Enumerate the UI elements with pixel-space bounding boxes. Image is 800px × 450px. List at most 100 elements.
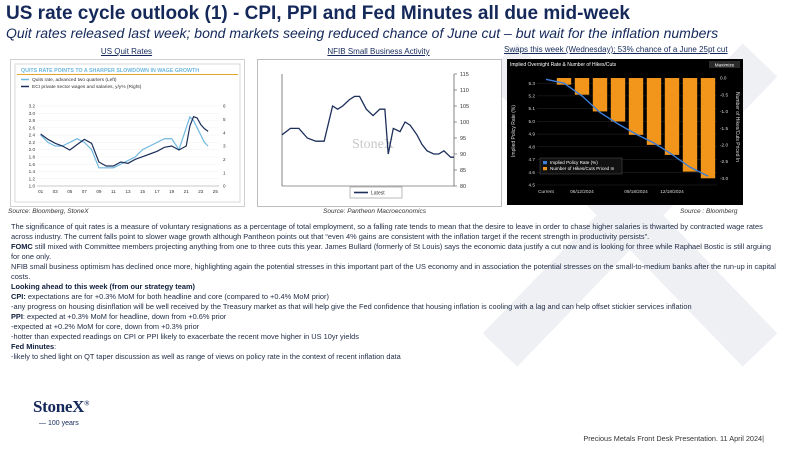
commentary: The significance of quit rates is a meas…: [11, 222, 781, 362]
chart1-x-tick-11: 23: [198, 189, 204, 194]
quit-rates-paragraph: The significance of quit rates is a meas…: [11, 222, 763, 241]
fomc-text: still mixed with Committee members proje…: [11, 242, 771, 261]
logo-name: StoneX: [33, 397, 85, 416]
chart3-left-tick-4: 4.9: [528, 132, 535, 137]
chart1-left-tick-1: 1.2: [29, 176, 36, 181]
cpi-label: CPI:: [11, 292, 26, 301]
chart1-right-tick-2: 2: [223, 157, 226, 162]
chart1-left-tick-9: 2.8: [29, 118, 36, 123]
logo-registered-mark: ®: [84, 399, 90, 408]
chart3-legend-swatch-0: [543, 161, 547, 165]
chart3-right-tick-3: -1.5: [720, 126, 728, 131]
chart3-bar-1: [556, 78, 572, 85]
chart2-y-tick-1: 85: [460, 168, 466, 174]
chart1-left-tick-2: 1.4: [29, 169, 36, 174]
chart2-y-tick-5: 105: [460, 104, 469, 110]
chart3-left-tick-6: 5.1: [528, 106, 535, 111]
chart2-watermark: StoneX: [352, 137, 394, 152]
chart3-legend-label-0: Implied Policy Rate (%): [550, 160, 598, 165]
fed-sub-line: -likely to shed light on QT taper discus…: [11, 352, 401, 361]
chart1-x-tick-6: 13: [125, 189, 131, 194]
fed-minutes-line: Fed Minutes:: [11, 342, 781, 352]
chart3-left-tick-1: 4.6: [528, 170, 535, 175]
chart2-legend: Latest: [349, 186, 403, 199]
chart1-x-tick-9: 19: [169, 189, 175, 194]
chart3-legend-box: [539, 157, 623, 175]
chart3-left-tick-2: 4.7: [528, 157, 535, 162]
chart3-bar-2: [574, 78, 590, 95]
chart3-x-tick-1: 06/12/2024: [570, 189, 594, 194]
chart1-source: Source: Bloomberg, StoneX: [8, 208, 89, 215]
chart2-y-tick-4: 100: [460, 120, 469, 126]
logo-tagline: 100 years: [47, 420, 79, 427]
chart3-bar-8: [682, 78, 698, 172]
fed-label: Fed Minutes: [11, 342, 55, 351]
chart1-left-tick-6: 2.2: [29, 140, 36, 145]
chart3-legend-label-1: Number of Hikes/Cuts Priced In: [550, 166, 615, 171]
ppi-text: : expected at +0.3% MoM for headline, do…: [22, 312, 227, 321]
chart3-bar-3: [592, 78, 608, 112]
ppi-label: PPI: [11, 312, 23, 321]
chart1-left-tick-7: 2.4: [29, 133, 36, 138]
chart1-x-tick-8: 17: [155, 189, 161, 194]
fed-label-suffix: :: [54, 342, 57, 351]
ppi-sub-line-2: -hotter than expected readings on CPI or…: [11, 332, 359, 341]
chart2-caption: NFIB Small Business Activity: [327, 47, 430, 56]
chart2-y-tick-0: 80: [460, 184, 466, 190]
swaps-chart: Implied Overnight Rate & Number of Hikes…: [507, 59, 743, 205]
chart1-left-tick-11: 3.2: [29, 104, 36, 109]
chart3-right-tick-0: 0.0: [720, 76, 727, 81]
chart2-legend-label: Latest: [371, 191, 385, 197]
chart3-maximize-label: Maximize: [715, 63, 735, 68]
chart1-x-tick-1: 03: [53, 189, 59, 194]
chart2-axis: 80 85 90 95 100 105 110 115: [281, 72, 469, 190]
swaps-svg: Implied Overnight Rate & Number of Hikes…: [510, 61, 740, 194]
stonex-logo: StoneX® — 100 years: [33, 397, 90, 427]
cpi-line: CPI: expectations are for +0.3% MoM for …: [11, 292, 781, 302]
chart3-bar-6: [646, 78, 662, 145]
chart3-right-axis-label: Number of Hikes/Cuts Priced In: [734, 92, 740, 162]
chart1-right-tick-1: 1: [223, 170, 226, 175]
footer: Precious Metals Front Desk Presentation.…: [583, 434, 764, 443]
chart1-frame: [14, 63, 241, 203]
chart2-y-tick-2: 90: [460, 152, 466, 158]
slide-subtitle: Quit rates released last week; bond mark…: [6, 25, 719, 41]
chart2-legend-box: [349, 186, 403, 199]
chart1-left-tick-3: 1.6: [29, 162, 36, 167]
chart3-right-tick-6: -3.0: [720, 176, 728, 181]
chart1-x-tick-10: 21: [184, 189, 190, 194]
chart1-x-tick-3: 07: [82, 189, 88, 194]
chart1-legend-label-0: Quits rate, advanced two quarters (Left): [32, 77, 117, 83]
chart3-maximize-button[interactable]: [709, 61, 740, 68]
chart3-policy-rate-line: [545, 78, 709, 177]
chart3-bar-5: [628, 78, 644, 135]
chart2-lines: [281, 95, 454, 158]
chart1-right-tick-3: 3: [223, 144, 226, 149]
chart3-ticks: 4.5 4.6 4.7 4.8 4.9 5.0 5.1 5.2 5.3 0.0 -0.5 -1.0 -1…: [511, 76, 740, 194]
chart3-left-tick-3: 4.8: [528, 144, 535, 149]
chart3-x-tick-3: 12/18/2024: [660, 189, 684, 194]
chart2-y-tick-6: 110: [460, 88, 469, 94]
chart1-legend: Quits rate, advanced two quarters (Left)…: [21, 77, 142, 90]
chart1-title: QUITS RATE POINTS TO A SHARPER SLOWDOWN …: [21, 68, 199, 74]
chart3-bars: [556, 78, 716, 179]
ahead-label: Looking ahead to this week (from our str…: [11, 282, 195, 291]
chart3-right-tick-4: -2.0: [720, 142, 728, 147]
cpi-sub-line: -any progress on housing disinflation wi…: [11, 302, 692, 311]
quit-rates-chart: QUITS RATE POINTS TO A SHARPER SLOWDOWN …: [10, 59, 245, 207]
chart3-left-tick-8: 5.3: [528, 81, 535, 86]
chart3-legend-swatch-1: [543, 167, 547, 171]
fomc-label: FOMC: [11, 242, 33, 251]
chart1-x-tick-4: 09: [96, 189, 102, 194]
chart1-legend-label-1: ECI private sector wages and salaries, y…: [32, 84, 142, 90]
chart1-left-tick-8: 2.6: [29, 125, 36, 130]
ppi-sub-line-1: -expected at +0.2% MoM for core, down fr…: [11, 322, 200, 331]
chart2-source: Source: Pantheon Macroeconomics: [323, 208, 426, 215]
fomc-paragraph: FOMC still mixed with Committee members …: [11, 242, 781, 262]
chart3-x-tick-2: 09/18/2024: [624, 189, 648, 194]
chart1-grid: [37, 105, 219, 187]
quit-rates-svg: QUITS RATE POINTS TO A SHARPER SLOWDOWN …: [14, 63, 241, 203]
chart1-x-tick-12: 25: [213, 189, 219, 194]
chart1-ticks: 1.01.21.41.61.82.02.22.42.62.83.03.20123…: [29, 104, 226, 194]
chart3-right-tick-1: -0.5: [720, 92, 728, 97]
